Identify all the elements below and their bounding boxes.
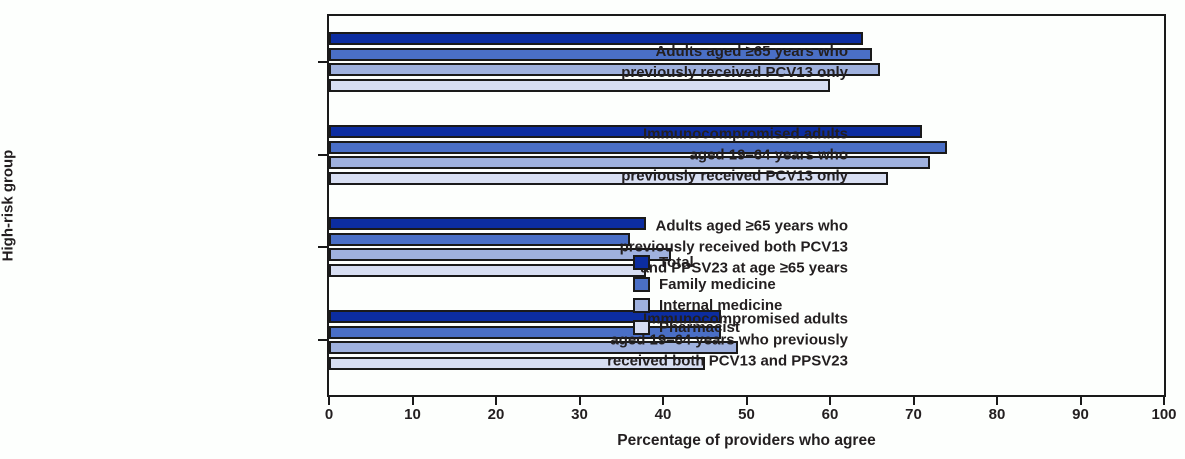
category-label-line: Adults aged ≥65 years who (655, 217, 848, 235)
legend-label: Pharmacist (659, 318, 740, 336)
category-label-line: previously received both PCV13 (619, 238, 848, 256)
y-axis-tick (318, 61, 329, 63)
category-label-line: aged 19–64 years who previously (610, 331, 848, 349)
y-axis-tick (318, 154, 329, 156)
category-label-line: and PPSV23 at age ≥65 years (640, 259, 848, 277)
bar-total (329, 310, 722, 323)
bar-internal-medicine (329, 63, 881, 76)
bar-family-medicine (329, 232, 630, 246)
plot-area: 0 10 20 30 40 50 60 70 80 90 100 (318, 14, 1177, 422)
bar-internal-medicine (329, 248, 672, 261)
x-axis-tick (328, 397, 330, 405)
x-axis-tick-label: 80 (988, 406, 1006, 423)
category-label-line: Adults aged ≥65 years who (655, 43, 848, 60)
legend-swatch-icon (633, 255, 650, 271)
x-axis-tick-label: 20 (487, 406, 505, 423)
x-axis-tick (578, 397, 581, 405)
y-axis-tick (318, 246, 329, 248)
bar-pharmacist (329, 356, 705, 370)
category-label-line: received both PCV13 and PPSV23 (607, 352, 848, 370)
bar-internal-medicine (329, 156, 931, 169)
bar-total (329, 32, 864, 45)
x-axis-tick (495, 397, 497, 405)
category-label-line: aged 19–64 years who (689, 146, 848, 164)
y-axis-title: High-risk group (0, 149, 17, 262)
x-axis-tick-label: 30 (571, 406, 588, 423)
category-label: Adults aged ≥65 years who previously rece… (621, 41, 848, 83)
x-axis-tick (996, 397, 998, 405)
bar-pharmacist (329, 78, 830, 92)
bar-pharmacist (329, 171, 889, 185)
x-axis-tick-label: 50 (738, 406, 755, 423)
legend: Total Family medicine Internal medicine Pha… (633, 252, 782, 338)
x-axis-tick (745, 397, 748, 405)
x-axis-tick-label: 10 (404, 406, 421, 423)
x-axis-tick-label: 40 (654, 406, 672, 423)
category-label-line: previously received PCV13 only (621, 64, 848, 81)
category-label-line: Immunocompromised adults (642, 125, 848, 143)
legend-swatch-icon (633, 298, 650, 314)
category-label-line: Immunocompromised adults (642, 310, 848, 328)
x-axis-tick-label: 90 (1072, 406, 1089, 423)
x-axis-tick (662, 397, 664, 405)
x-axis-tick-label: 60 (821, 406, 839, 423)
bar-family-medicine (329, 140, 947, 154)
y-axis-tick (318, 339, 329, 341)
x-axis-tick-label: 0 (324, 406, 334, 423)
legend-label: Internal medicine (659, 297, 783, 315)
legend-label: Total (659, 254, 694, 272)
bar-total (329, 217, 647, 230)
x-axis-title: Percentage of providers who agree (617, 432, 876, 449)
bar-total (329, 125, 922, 138)
legend-swatch-icon (633, 276, 650, 292)
legend-item: Family medicine (633, 274, 782, 296)
x-axis-tick (411, 397, 414, 405)
x-axis-tick (1079, 397, 1082, 405)
category-label: Adults aged ≥65 years who previously rece… (620, 216, 848, 279)
bar-internal-medicine (329, 341, 739, 354)
category-label: Immunocompromised adults aged 19–64 years… (607, 309, 848, 372)
legend-item: Pharmacist (633, 317, 782, 339)
legend-item: Internal medicine (633, 295, 782, 317)
x-axis-tick-label: 70 (905, 406, 922, 423)
bar-pharmacist (329, 263, 647, 277)
x-axis-tick-label: 100 (1151, 406, 1177, 423)
bar-family-medicine (329, 47, 872, 61)
legend-swatch-icon (633, 319, 650, 335)
x-axis-tick (912, 397, 915, 405)
x-axis-tick (829, 397, 831, 405)
category-label-line: previously received PCV13 only (621, 167, 848, 185)
legend-label: Family medicine (659, 275, 776, 293)
x-axis-tick (1163, 397, 1165, 405)
category-label: Immunocompromised adults aged 19–64 years… (621, 124, 848, 187)
bar-family-medicine (329, 325, 722, 339)
legend-item: Total (633, 252, 782, 274)
